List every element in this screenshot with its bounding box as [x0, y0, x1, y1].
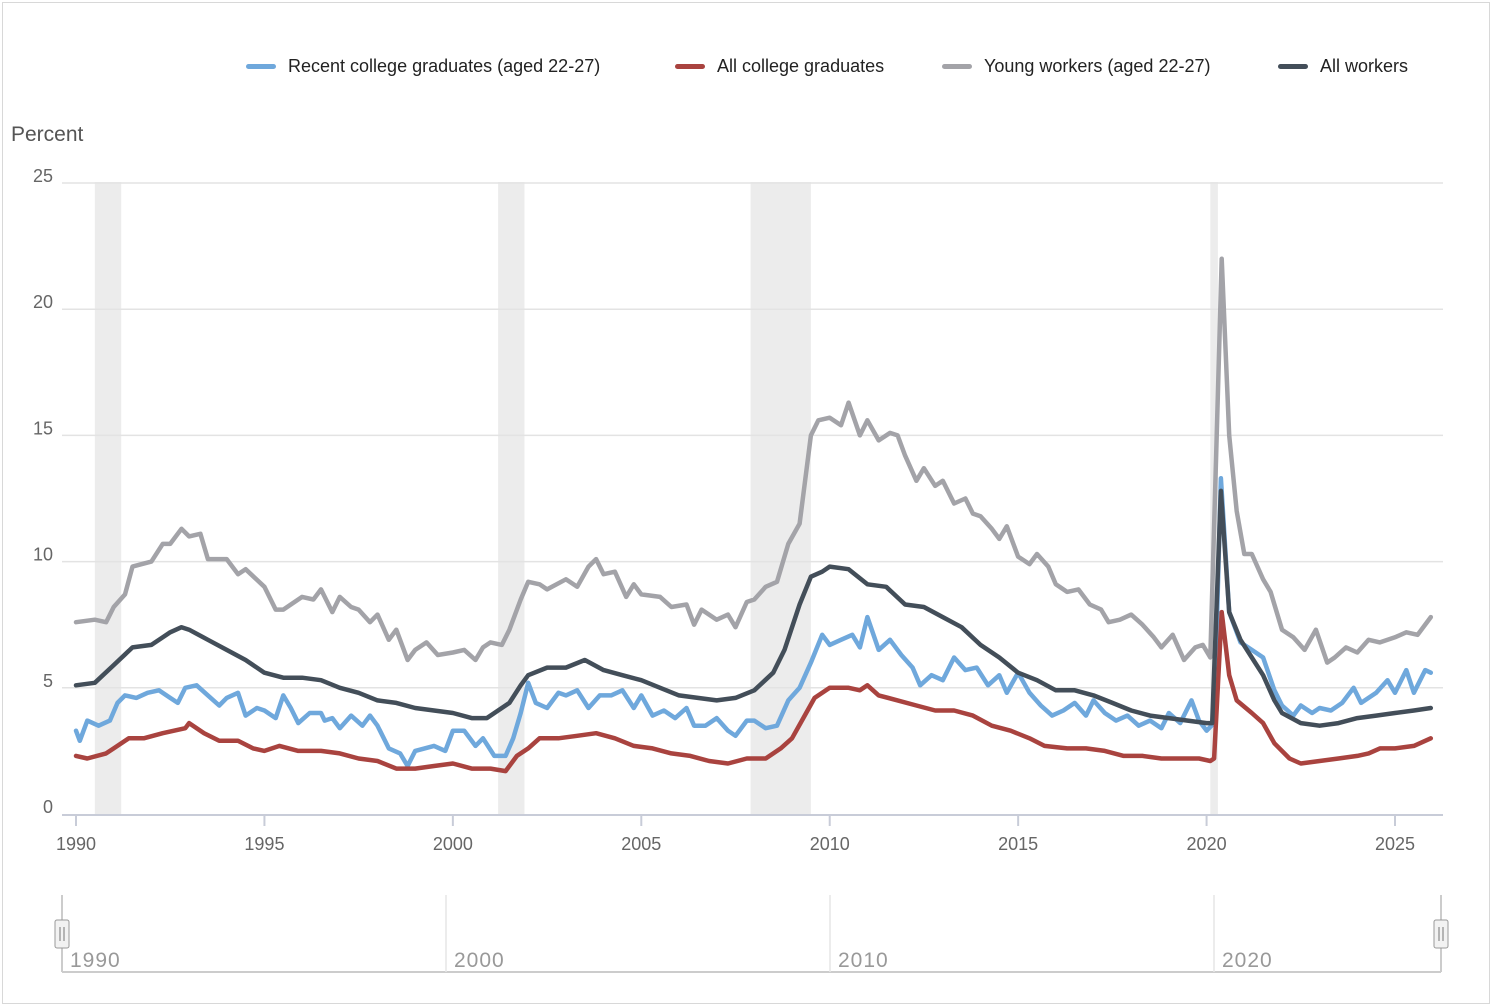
legend: Recent college graduates (aged 22-27) Al… — [0, 56, 1504, 80]
x-tick-label: 2000 — [433, 834, 473, 854]
legend-label: All college graduates — [717, 56, 885, 76]
legend-swatch — [246, 64, 276, 69]
y-axis-title: Percent — [11, 123, 84, 146]
navigator-handle-left[interactable] — [54, 919, 70, 949]
legend-swatch — [675, 64, 705, 69]
y-tick-label: 5 — [43, 671, 53, 691]
y-tick-label: 25 — [33, 166, 53, 186]
legend-item-young-workers[interactable]: Young workers (aged 22-27) — [942, 56, 1210, 77]
navigator-handle-right[interactable] — [1433, 919, 1449, 949]
legend-swatch — [1278, 64, 1308, 69]
legend-swatch — [942, 64, 972, 69]
legend-label: All workers — [1320, 56, 1409, 76]
y-tick-label: 15 — [33, 418, 53, 438]
x-tick-label: 2025 — [1375, 834, 1415, 854]
series-line-2[interactable] — [73, 256, 1434, 665]
legend-item-recent-grads[interactable]: Recent college graduates (aged 22-27) — [246, 56, 600, 77]
series-line-3[interactable] — [73, 488, 1434, 728]
legend-item-all-grads[interactable]: All college graduates — [675, 56, 884, 77]
y-tick-label: 10 — [33, 545, 53, 565]
x-tick-label: 1990 — [56, 834, 96, 854]
navigator-label: 2020 — [1222, 949, 1273, 972]
legend-item-all-workers[interactable]: All workers — [1278, 56, 1408, 77]
series-line-0[interactable] — [73, 476, 1434, 769]
x-tick-label: 2020 — [1187, 834, 1227, 854]
series-line-1[interactable] — [73, 609, 1434, 774]
x-tick-label: 2005 — [621, 834, 661, 854]
navigator-label: 1990 — [70, 949, 121, 972]
legend-label: Young workers (aged 22-27) — [984, 56, 1211, 76]
x-tick-label: 1995 — [244, 834, 284, 854]
y-tick-label: 0 — [43, 797, 53, 817]
navigator-label: 2000 — [454, 949, 505, 972]
y-tick-label: 20 — [33, 292, 53, 312]
navigator-label: 2010 — [838, 949, 889, 972]
x-tick-label: 2010 — [810, 834, 850, 854]
x-tick-label: 2015 — [998, 834, 1038, 854]
legend-label: Recent college graduates (aged 22-27) — [288, 56, 601, 76]
